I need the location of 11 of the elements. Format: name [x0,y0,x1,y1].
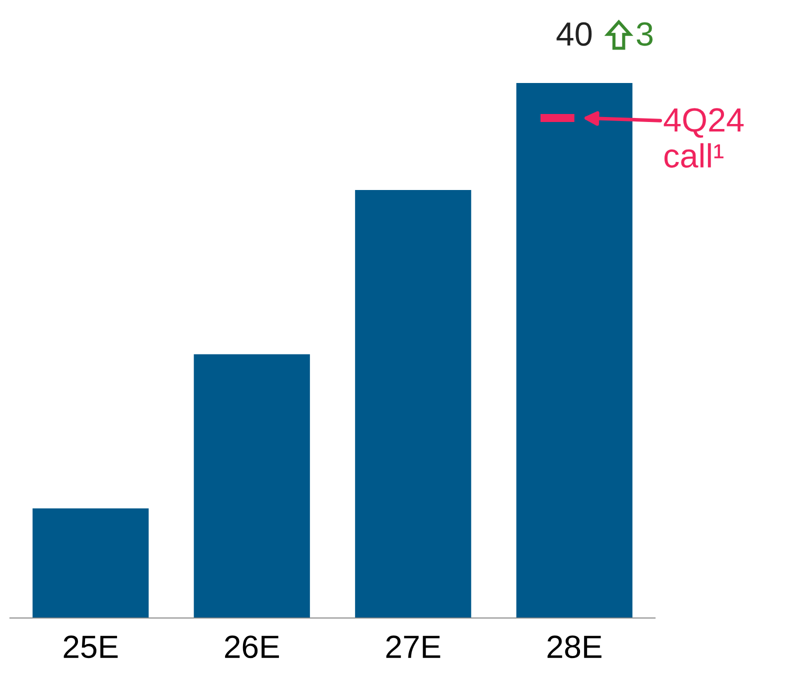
bar [355,190,472,618]
x-tick-label: 28E [548,636,602,658]
annotation: 40 [556,22,592,46]
bar [516,83,632,618]
x-tick-label: 25E [64,636,118,658]
annotation: 3 [636,22,653,46]
x-tick-label: 26E [225,636,279,658]
text: 4Q24 call¹ [664,108,744,168]
bar [194,354,310,618]
x-tick-label: 27E [386,636,440,658]
bar [32,508,149,618]
